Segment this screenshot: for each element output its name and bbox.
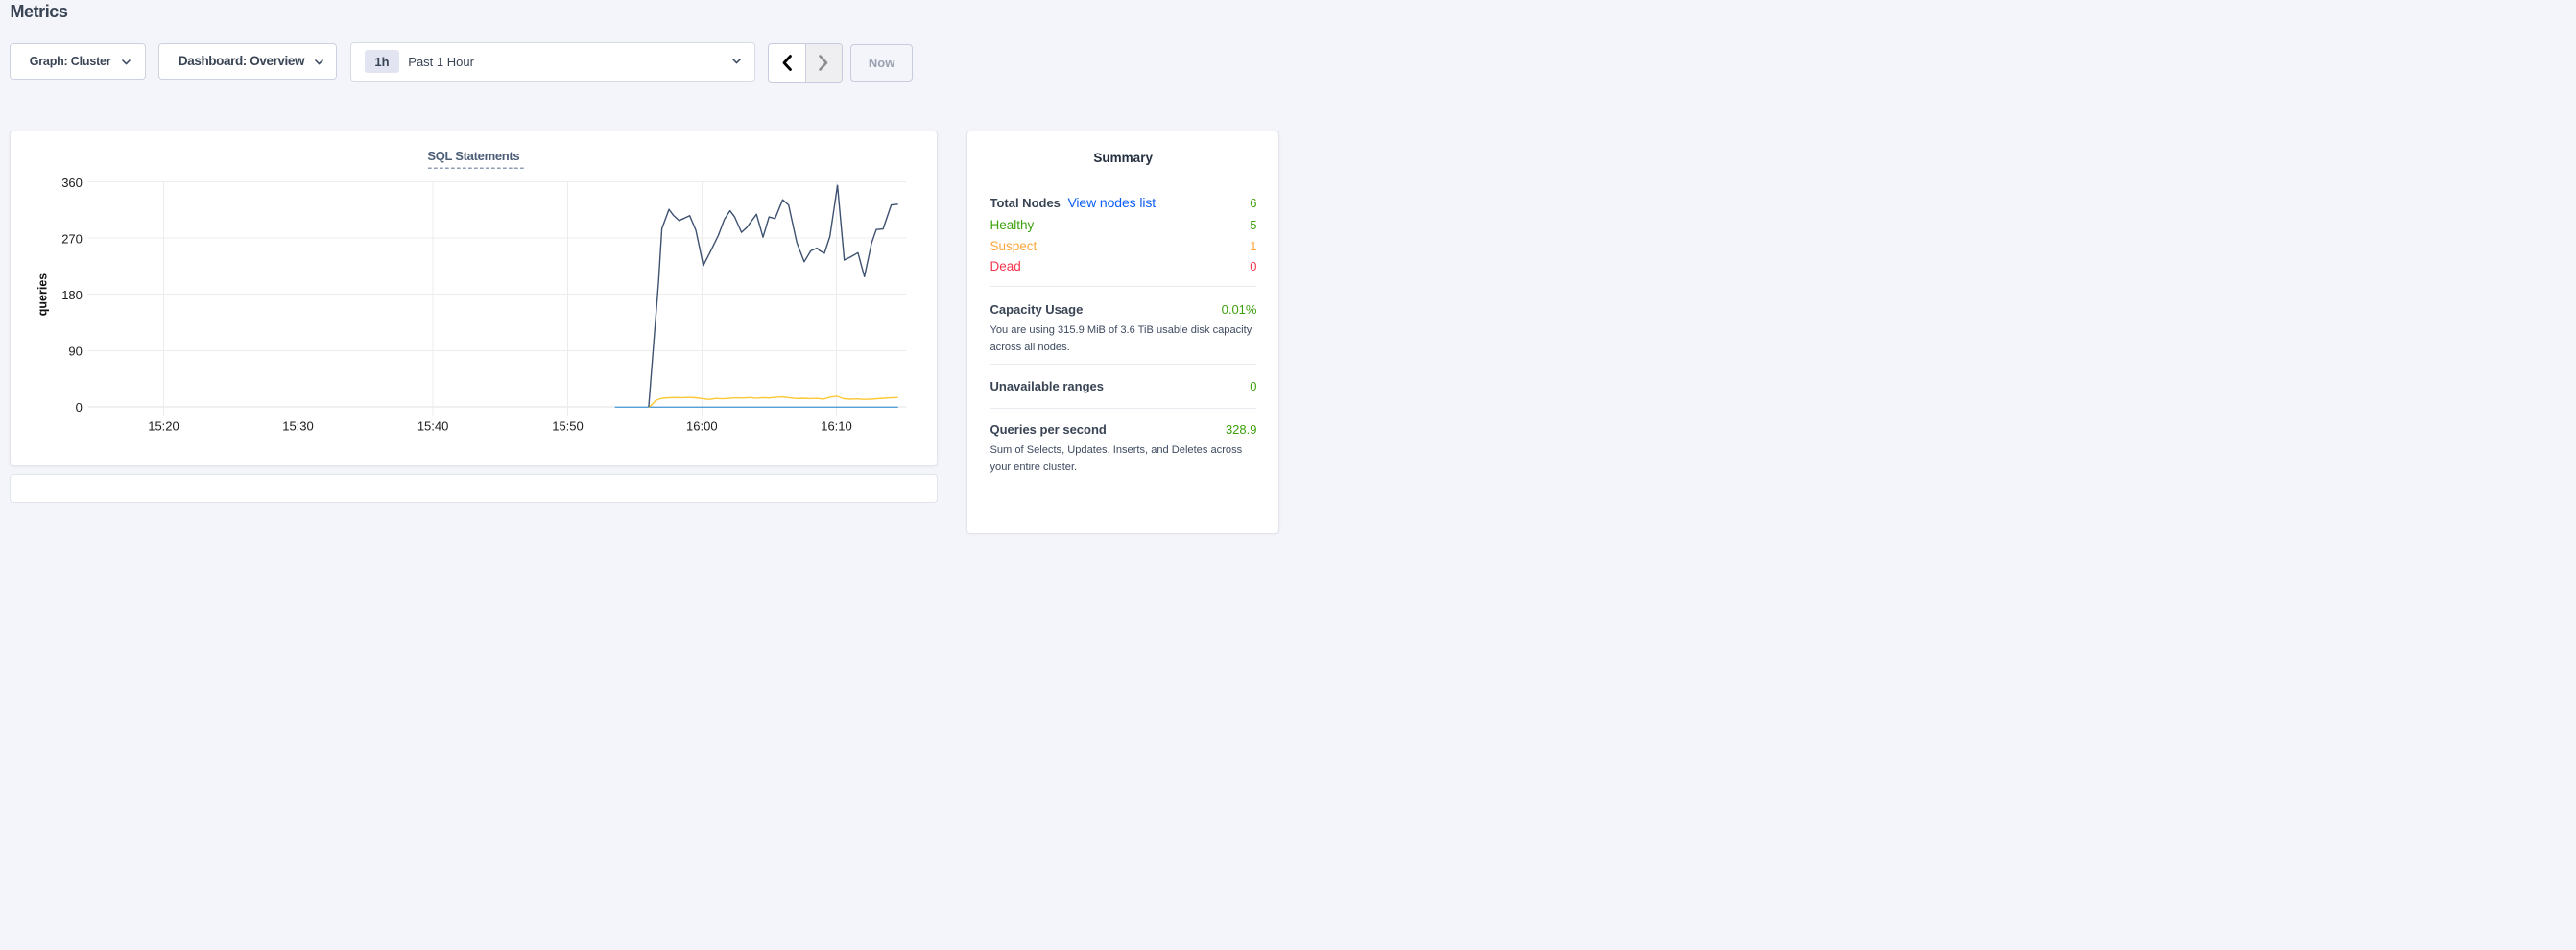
svg-text:180: 180 [61,288,83,302]
svg-text:16:00: 16:00 [686,418,718,433]
svg-text:16:10: 16:10 [821,418,852,433]
svg-text:15:40: 15:40 [417,418,449,433]
svg-text:15:20: 15:20 [148,418,179,433]
svg-text:queries: queries [36,273,49,317]
svg-text:90: 90 [68,344,82,358]
svg-text:360: 360 [61,176,83,190]
svg-text:270: 270 [61,231,83,246]
svg-text:15:30: 15:30 [282,418,314,433]
svg-text:15:50: 15:50 [552,418,584,433]
svg-text:0: 0 [75,400,82,415]
